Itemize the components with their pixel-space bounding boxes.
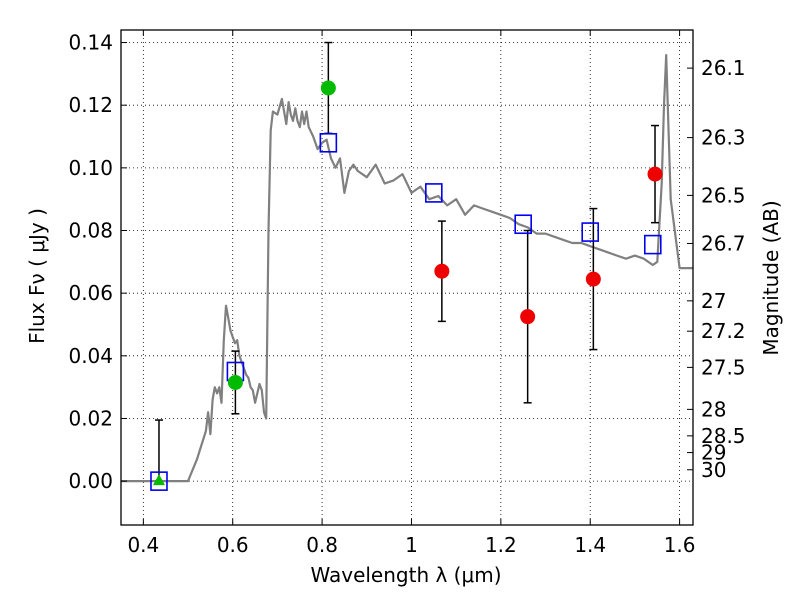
y-tick-labels: 0.00 0.02 0.04 0.06 0.08 0.10 0.12 0.14: [68, 31, 113, 494]
marker-layer: [150, 80, 663, 491]
y-tick-label: 0.06: [68, 281, 113, 305]
model-spectrum-line: [121, 53, 693, 483]
model-photometry-square: [425, 183, 443, 203]
model-photometry-square: [150, 471, 168, 491]
observed-flux-point: [520, 309, 536, 325]
magnitude-tick-label: 30: [701, 458, 726, 482]
x-tick-label: 1.6: [664, 533, 696, 557]
tick-layer: [121, 30, 693, 525]
observed-flux-point: [227, 374, 243, 390]
x-tick-labels: 0.4 0.6 0.8 1 1.2 1.4 1.6: [127, 533, 695, 557]
right-axis-label: Magnitude (AB): [759, 200, 783, 355]
magnitude-tick-label: 27: [701, 289, 726, 313]
magnitude-tick-label: 27.2: [701, 319, 746, 343]
x-tick-label: 0.6: [217, 533, 249, 557]
magnitude-tick-label: 28.5: [701, 424, 746, 448]
observed-flux-point: [585, 271, 601, 287]
model-photometry-square: [643, 234, 662, 255]
magnitude-tick-label: 28: [701, 397, 726, 421]
x-tick-label: 1.4: [574, 533, 606, 557]
magnitude-tick-label: 26.5: [701, 183, 746, 207]
magnitude-tick-label: 26.7: [701, 231, 746, 255]
model-spectrum-layer: [121, 53, 693, 483]
y-tick-label: 0.04: [68, 344, 113, 368]
magnitude-tick-label: 26.1: [701, 56, 746, 80]
x-tick-label: 1.2: [485, 533, 517, 557]
y-tick-label: 0.10: [68, 156, 113, 180]
x-tick-label: 1: [405, 533, 418, 557]
x-axis-label: Wavelength λ (μm): [310, 563, 501, 587]
x-tick-label: 0.8: [306, 533, 338, 557]
model-photometry-square: [319, 132, 338, 153]
observed-flux-point: [434, 263, 450, 279]
model-photometry-square: [581, 222, 600, 242]
y-tick-label: 0.02: [68, 406, 113, 430]
plot-frame: [120, 29, 694, 526]
magnitude-tick-label: 27.5: [701, 355, 746, 379]
magnitude-tick-label: 26.3: [701, 126, 746, 150]
y-tick-label: 0.08: [68, 219, 113, 243]
upper-limit-triangle: [152, 474, 165, 486]
model-photometry-square: [514, 214, 532, 235]
y-tick-label: 0.14: [68, 31, 113, 55]
y-axis-label: Flux Fν ( μJy ): [25, 208, 49, 344]
magnitude-tick-label: 29: [701, 441, 726, 465]
y-tick-label: 0.12: [68, 93, 113, 117]
x-tick-label: 0.4: [127, 533, 159, 557]
observed-flux-point: [320, 80, 336, 96]
observed-flux-point: [647, 166, 663, 182]
y-tick-label: 0.00: [68, 469, 113, 493]
